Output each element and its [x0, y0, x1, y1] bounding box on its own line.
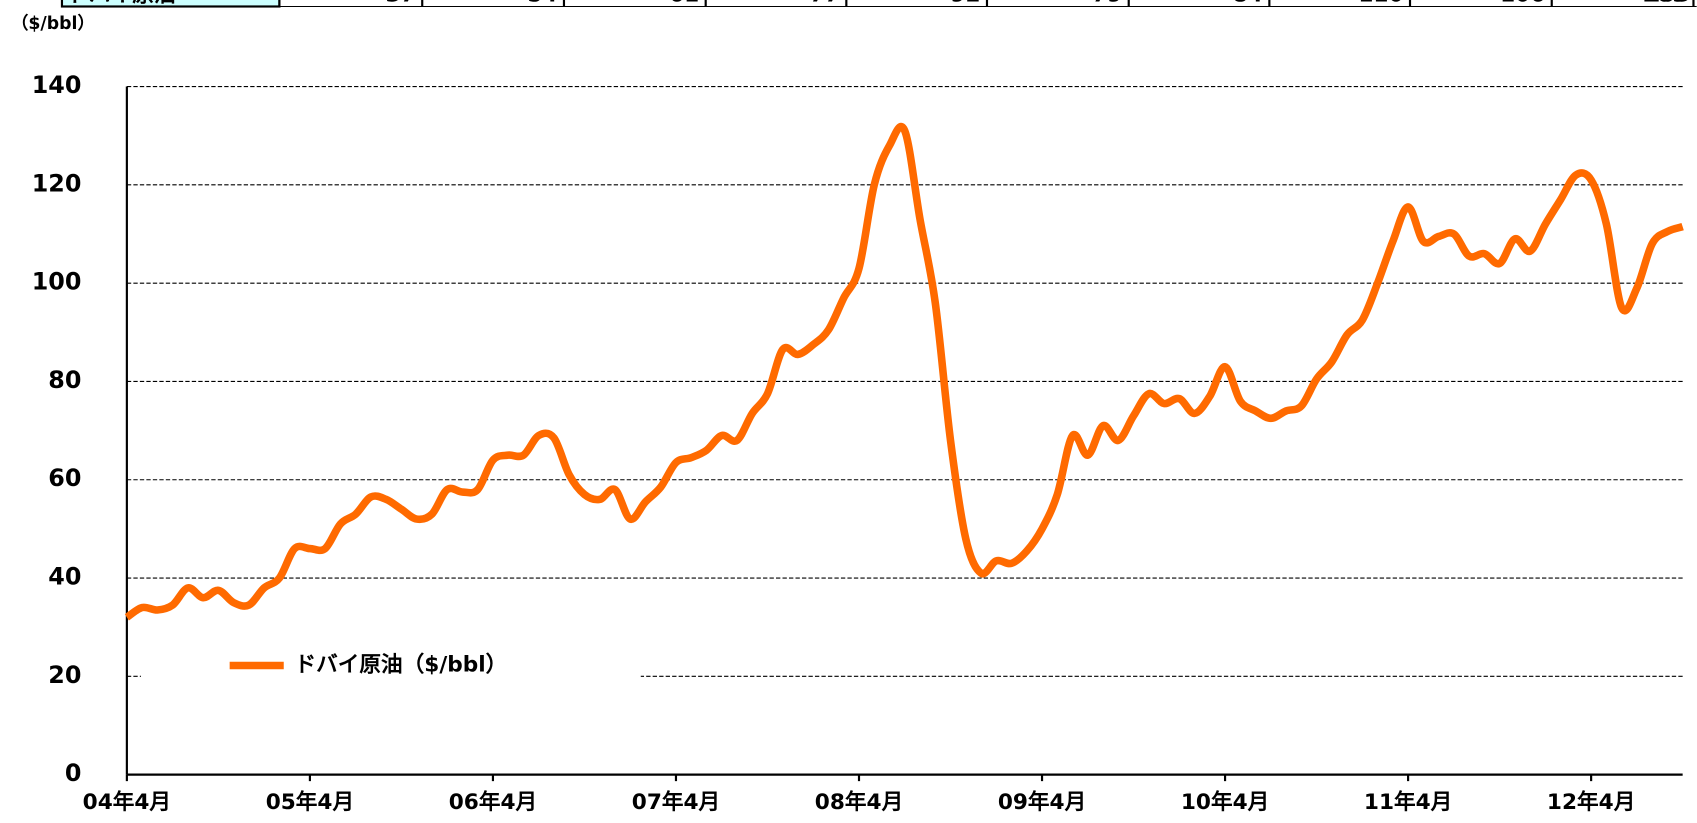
table-value: 103 — [1645, 0, 1690, 8]
table-value: 92 — [950, 0, 980, 8]
table-value: 79 — [1092, 0, 1122, 8]
table-value: 106 — [1500, 0, 1545, 8]
table-value: 37 — [386, 0, 416, 8]
x-tick-label: 11年4月 — [1364, 789, 1452, 815]
y-tick-label: 60 — [48, 464, 81, 492]
y-tick-label: 40 — [48, 563, 81, 591]
x-tick-label: 09年4月 — [998, 789, 1086, 815]
x-tick-label: 06年4月 — [449, 789, 537, 815]
legend-box — [140, 654, 641, 698]
y-tick-label: 120 — [32, 169, 82, 197]
data-line — [124, 122, 1684, 621]
table-value: 110 — [1358, 0, 1403, 8]
x-tick-label: 08年4月 — [815, 789, 903, 815]
x-tick-label: 12年4月 — [1547, 789, 1635, 815]
x-tick-label: 07年4月 — [632, 789, 720, 815]
y-tick-label: 0 — [65, 759, 82, 787]
y-tick-label: 140 — [32, 71, 82, 99]
table-label: ドバイ原油 — [67, 0, 175, 8]
table-value: 84 — [1233, 0, 1263, 8]
table-value: 77 — [810, 0, 840, 8]
table-value: 54 — [527, 0, 557, 8]
y-tick-label: 100 — [32, 268, 82, 296]
legend-label: ドバイ原油（$/bbl） — [295, 653, 508, 678]
table-value: 61 — [669, 0, 699, 8]
table-value: 109 — [1642, 0, 1687, 8]
y-tick-label: 20 — [48, 661, 81, 689]
x-tick-label: 04年4月 — [83, 789, 171, 815]
y-unit-label: （$/bbl） — [11, 13, 95, 34]
y-tick-label: 80 — [48, 366, 81, 394]
x-tick-label: 10年4月 — [1181, 789, 1269, 815]
x-tick-label: 05年4月 — [266, 789, 354, 815]
